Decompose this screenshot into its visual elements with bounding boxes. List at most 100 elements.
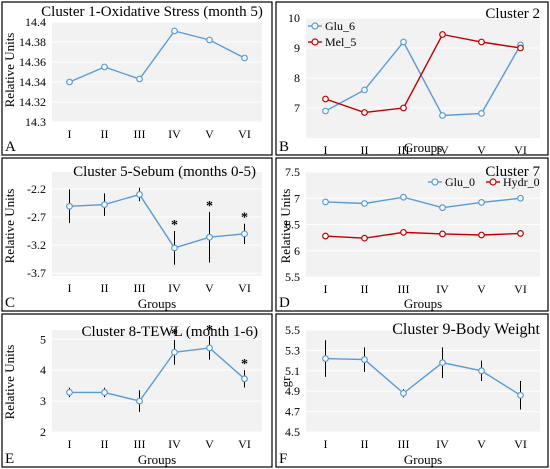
chart-title: Cluster 7 — [485, 164, 540, 180]
y-axis-label: Relative Units — [2, 345, 17, 420]
y-tick-label: 14.3 — [25, 115, 46, 129]
significance-marker: * — [171, 327, 178, 342]
data-point — [517, 44, 524, 52]
x-tick-label: I — [324, 437, 328, 451]
significance-marker: * — [241, 211, 248, 226]
data-point — [400, 193, 407, 201]
series-mel-5 — [322, 31, 524, 116]
data-point — [171, 244, 178, 252]
data-point — [241, 230, 248, 238]
x-axis-label: Groups — [138, 452, 176, 467]
data-point — [439, 359, 446, 367]
x-tick-label: V — [477, 282, 486, 296]
data-point — [439, 31, 446, 38]
x-axis-label: Groups — [138, 296, 176, 311]
chart-title: Cluster 9-Body Weight — [392, 321, 540, 338]
x-tick-label: IV — [436, 437, 449, 451]
series-line — [325, 33, 521, 114]
series-glu-0 — [322, 193, 524, 212]
x-tick-label: IV — [436, 143, 449, 157]
x-tick-label: III — [134, 127, 146, 141]
data-point — [101, 201, 108, 209]
x-tick-label: III — [398, 437, 410, 451]
data-point — [66, 78, 73, 86]
series-line: * * * — [66, 323, 248, 412]
x-tick-label: III — [398, 282, 410, 296]
data-point — [439, 204, 446, 212]
panel-letter: F — [279, 451, 287, 467]
x-tick-label: VI — [514, 143, 527, 157]
x-tick-label: VI — [514, 437, 527, 451]
y-tick-label: 5 — [40, 332, 46, 346]
y-tick-label: 10 — [288, 11, 300, 25]
data-point — [478, 109, 485, 117]
chart-title: Cluster 5-Sebum (months 0-5) — [73, 164, 256, 180]
x-tick-label: I — [324, 282, 328, 296]
x-tick-label: II — [361, 282, 369, 296]
y-tick-label: 7.5 — [285, 165, 300, 179]
plot-area — [52, 330, 262, 432]
significance-marker: * — [206, 199, 213, 214]
x-tick-label: V — [205, 437, 214, 451]
y-tick-label: -2.7 — [27, 210, 46, 224]
panel-letter: C — [5, 295, 15, 311]
y-tick-label: 6.5 — [285, 218, 300, 232]
series-hydr-0 — [322, 228, 524, 242]
x-tick-label: II — [361, 143, 369, 157]
legend-marker — [311, 22, 319, 30]
y-tick-label: 14.4 — [25, 15, 46, 29]
data-point — [400, 389, 407, 397]
data-point — [478, 199, 485, 206]
x-tick-label: I — [68, 281, 72, 295]
data-point — [206, 344, 213, 352]
y-tick-label: -3.2 — [27, 238, 46, 252]
y-tick-label: 4 — [40, 363, 46, 377]
series-line — [325, 40, 522, 117]
series-line — [66, 27, 248, 86]
y-axis-label: Relative Units — [2, 189, 17, 264]
panel-letter: E — [5, 451, 14, 467]
x-tick-label: II — [101, 437, 109, 451]
data-point — [241, 375, 248, 383]
data-point — [439, 230, 446, 238]
y-tick-label: -3.7 — [27, 266, 46, 280]
panel-letter: A — [5, 139, 16, 155]
y-tick-label: 6 — [294, 244, 300, 258]
data-point — [322, 355, 329, 362]
data-point — [478, 38, 485, 46]
x-tick-label: I — [68, 437, 72, 451]
data-point — [322, 232, 329, 240]
panel-letter: D — [279, 295, 290, 311]
y-tick-label: 14.32 — [19, 95, 46, 109]
y-tick-label: 4.7 — [285, 405, 300, 419]
data-point — [322, 198, 329, 206]
x-tick-label: III — [398, 143, 410, 157]
y-tick-label: 14.34 — [19, 75, 46, 89]
x-tick-label: II — [101, 127, 109, 141]
legend-label: Glu_0 — [445, 175, 475, 189]
significance-marker: * — [171, 218, 178, 233]
data-point — [400, 228, 407, 236]
data-point — [136, 397, 143, 405]
y-axis-label: gr — [278, 376, 293, 388]
x-tick-label: I — [68, 127, 72, 141]
x-tick-label: VI — [238, 281, 251, 295]
y-tick-label: 5.5 — [285, 323, 300, 337]
y-tick-label: 5.5 — [285, 270, 300, 284]
panel-c: -2.2-2.7-3.2-3.7I II III IV V VI***Cluster 5-… — [1, 157, 273, 312]
data-point — [206, 233, 213, 241]
chart-title: Cluster 1-Oxidative Stress (month 5) — [41, 4, 263, 20]
significance-marker: * — [241, 357, 248, 372]
x-tick-label: VI — [238, 437, 251, 451]
y-tick-label: 7 — [294, 101, 300, 115]
y-axis-label: Relative Units — [2, 33, 17, 108]
series-line — [325, 231, 521, 239]
data-point — [101, 389, 108, 396]
series-line: * * * — [66, 187, 248, 265]
x-tick-label: IV — [436, 282, 449, 296]
plot-area — [52, 172, 262, 276]
x-tick-label: I — [324, 143, 328, 157]
legend-label: Hydr_0 — [503, 175, 540, 189]
